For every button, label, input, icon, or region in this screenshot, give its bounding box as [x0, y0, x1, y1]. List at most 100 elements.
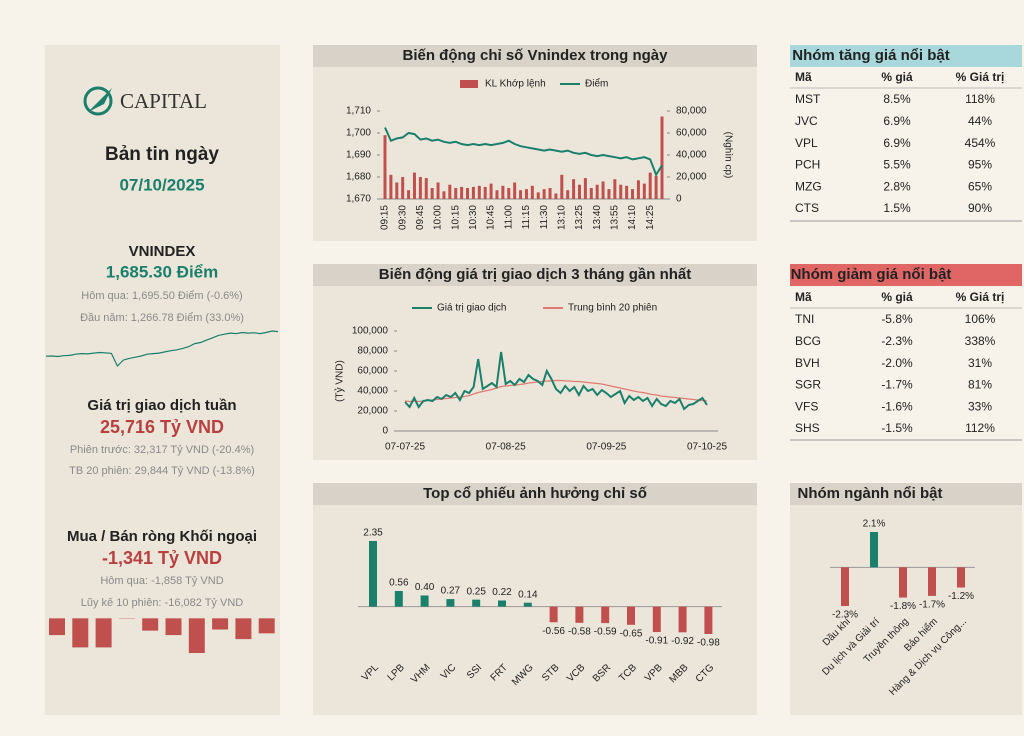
panel-title: Nhóm ngành nổi bật [798, 485, 943, 502]
y-tick-label: 1,670 [346, 194, 371, 205]
logo-ring [83, 86, 113, 116]
bar [704, 606, 713, 634]
x-tick-label: 13:10 [556, 205, 567, 230]
y-tick-label: 20,000 [676, 172, 707, 183]
bar [188, 618, 205, 653]
x-tick-label: 10:30 [468, 205, 479, 230]
sparkline [45, 330, 279, 368]
x-tick-label: 13:25 [574, 205, 585, 230]
bar [142, 618, 159, 631]
y-tick-label: 0 [676, 194, 682, 205]
column-header: Mã [795, 70, 812, 84]
bar [471, 186, 475, 199]
x-tick-label: 11:00 [503, 205, 514, 230]
bar [642, 183, 646, 199]
y-tick-label: 100,000 [352, 326, 389, 337]
bar [566, 190, 570, 199]
table-cell: 1.5% [883, 201, 911, 215]
bar [601, 181, 605, 199]
x-tick-label: 10:15 [450, 205, 461, 230]
bar [660, 116, 664, 199]
sidebar-panel [45, 45, 280, 715]
x-tick-label: 07-08-25 [486, 442, 526, 453]
table-cell: 112% [965, 421, 995, 435]
table-cell: 2.8% [883, 179, 911, 193]
data-label: 0.27 [441, 586, 461, 597]
table-cell: 338% [965, 334, 996, 348]
kpi-label: VNINDEX [129, 243, 196, 260]
bar [389, 174, 393, 199]
logo-text: CAPITAL [120, 89, 207, 113]
data-label: -0.91 [645, 636, 668, 647]
table-cell: -1.5% [881, 421, 913, 435]
x-tick-label: 09:45 [415, 205, 426, 230]
table-cell: 95% [968, 158, 992, 172]
bar [678, 606, 687, 633]
bar [235, 618, 252, 640]
panel-header [313, 264, 757, 286]
bar [648, 172, 652, 199]
panel-header [313, 483, 757, 505]
column-header: % giá [881, 290, 913, 304]
line-series [384, 127, 663, 178]
bar [501, 185, 505, 199]
bar [841, 567, 849, 606]
table-cell: 5.5% [883, 158, 911, 172]
bar [613, 179, 617, 199]
x-tick-label: 10:00 [433, 205, 444, 230]
bar [627, 606, 635, 625]
x-tick-label: 10:45 [486, 205, 497, 230]
bar [519, 190, 523, 199]
table-cell: 118% [965, 92, 995, 106]
table-cell: BVH [795, 356, 820, 370]
kpi-note: Phiên trước: 32,317 Tỷ VND (-20.4%) [70, 444, 254, 456]
bar [607, 189, 611, 199]
panel-title: Top cổ phiếu ảnh hưởng chỉ số [423, 485, 647, 502]
table-cell: VPL [795, 136, 818, 150]
bar [436, 182, 440, 199]
data-label: 0.25 [466, 586, 486, 597]
legend-label: Điểm [585, 78, 608, 90]
report-date: 07/10/2025 [119, 175, 204, 194]
data-label: -0.56 [542, 626, 565, 637]
line-series [404, 351, 708, 411]
kpi-value: -1,341 Tỷ VND [102, 548, 222, 568]
table-header [790, 264, 1022, 286]
panel [790, 483, 1022, 715]
y-tick-label: 1,700 [346, 128, 371, 139]
y-tick-label: 60,000 [676, 128, 707, 139]
y-tick-label: 20,000 [357, 406, 388, 417]
bar [601, 606, 610, 624]
table-cell: JVC [795, 114, 818, 128]
kpi-note: Hôm qua: 1,695.50 Điểm (-0.6%) [81, 290, 242, 302]
bar [577, 184, 581, 199]
kpi-label: Mua / Bán ròng Khối ngoại [67, 528, 257, 545]
data-label: -0.59 [594, 627, 617, 638]
bar [401, 177, 405, 199]
bar [548, 188, 552, 199]
panel-header [313, 45, 757, 67]
bar [554, 193, 558, 199]
data-label: -1.8% [890, 601, 916, 612]
bar [495, 190, 499, 199]
bar [549, 606, 558, 623]
y-tick-label: 40,000 [676, 150, 707, 161]
table-cell: PCH [795, 158, 820, 172]
kpi-note: Đầu năm: 1,266.78 Điểm (33.0%) [80, 312, 244, 324]
panel [313, 264, 757, 460]
bar [513, 182, 517, 199]
table-cell: -5.8% [881, 312, 913, 326]
bar [395, 182, 399, 199]
bar [498, 600, 506, 607]
bar [420, 595, 429, 607]
panel-header [790, 483, 1022, 505]
bar [407, 190, 411, 199]
x-tick-label: 14:10 [627, 205, 638, 230]
bar [530, 185, 534, 199]
y2-axis-label: (Nghìn cp) [722, 132, 733, 179]
table-cell: 44% [968, 114, 992, 128]
data-label: 2.35 [363, 528, 383, 539]
bar [95, 618, 112, 648]
table-cell: -1.7% [881, 378, 913, 392]
